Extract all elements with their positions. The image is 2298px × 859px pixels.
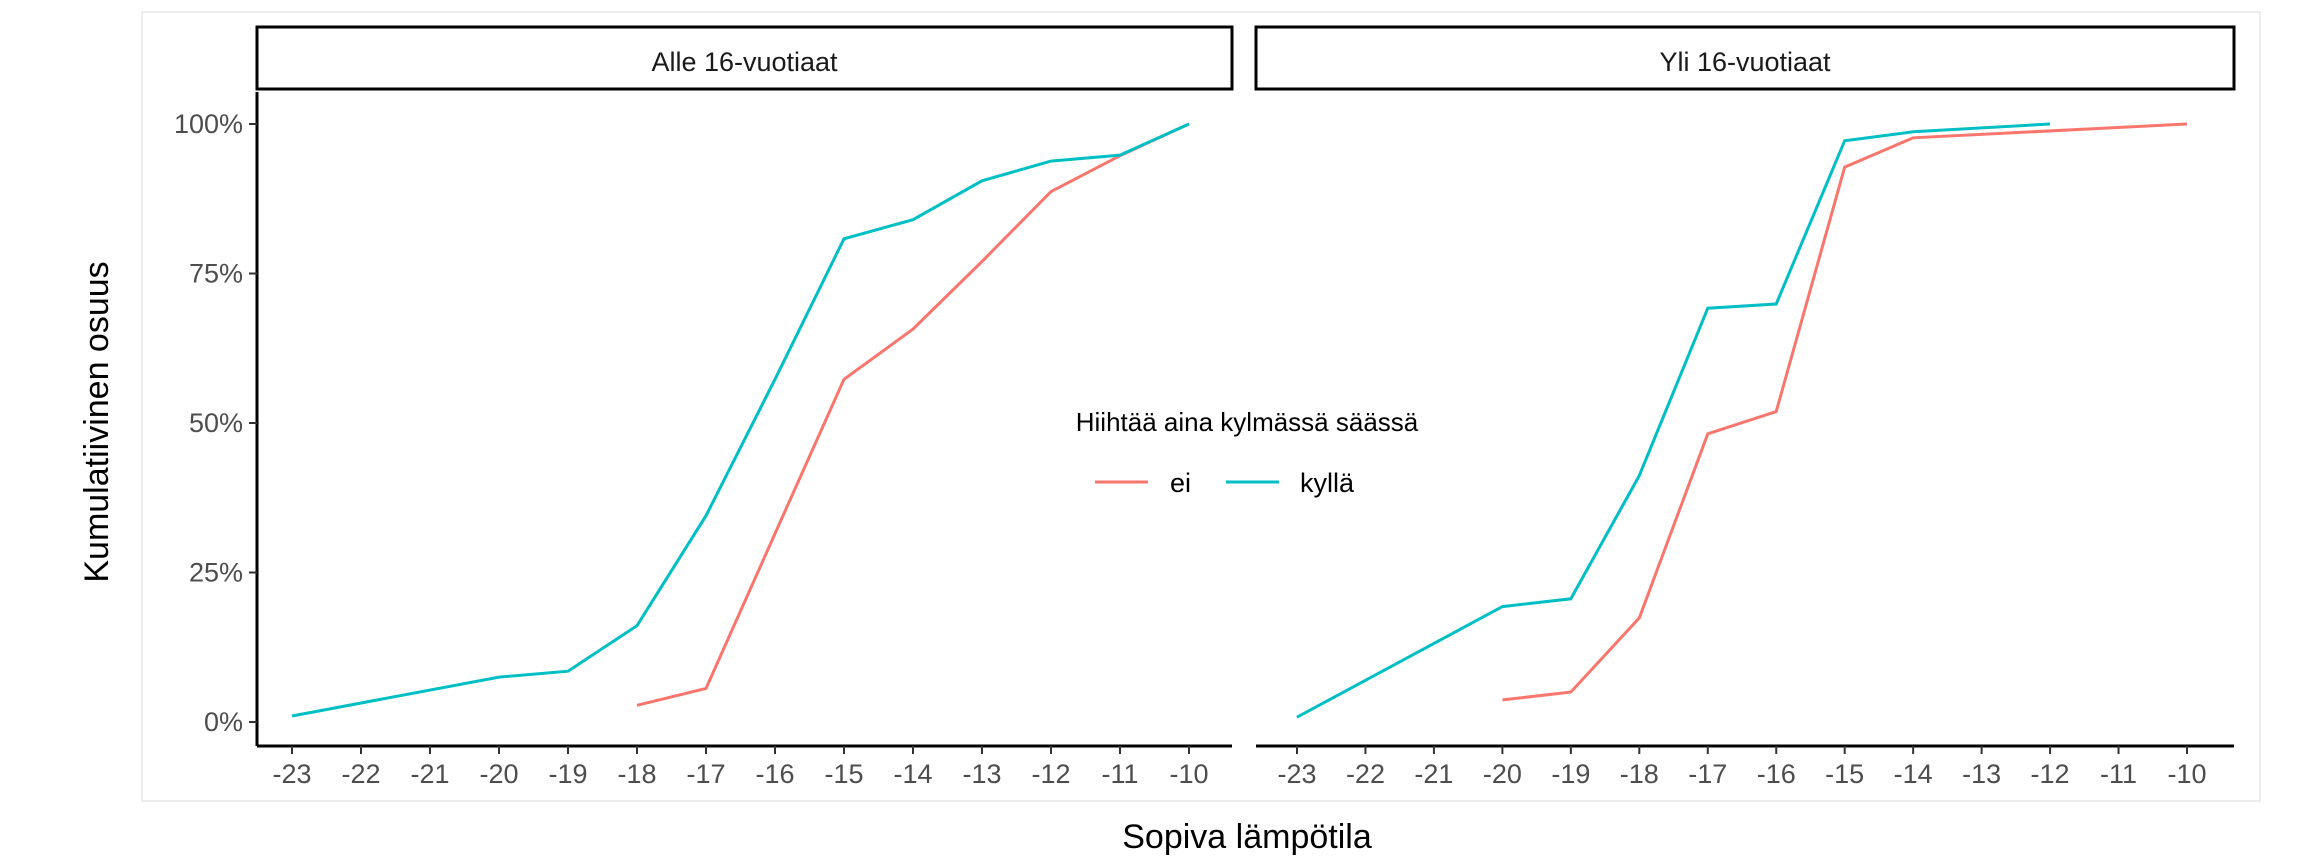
legend-title: Hiihtää aina kylmässä säässä [1076,407,1419,437]
series-line-ei [636,122,1190,707]
x-tick-label: -17 [686,759,725,789]
x-tick-label: -16 [1757,759,1796,789]
x-tick-label: -20 [479,759,518,789]
x-tick-label: -19 [1551,759,1590,789]
x-tick-label: -14 [1894,759,1933,789]
panel-2: Yli 16-vuotiaat-23 -22 -21 -20 -19 -18 -17 -16-… [1254,25,2236,789]
x-tick-label: -19 [548,759,587,789]
x-tick-label: -13 [962,759,1001,789]
x-tick-label: -11 [2100,759,2137,789]
panel-1: Alle 16-vuotiaat 0% 25% 50% 75% 100% -23 -22 -21… [174,25,1234,789]
series-line-kylla [1296,122,2051,719]
x-tick-label: -18 [1620,759,1659,789]
y-tick-label: 50% [189,408,243,438]
x-tick-label: -15 [1825,759,1864,789]
x-tick-label: -16 [755,759,794,789]
x-tick-label: -11 [1101,759,1138,789]
legend-label-ei: ei [1170,468,1191,498]
y-tick-label: 75% [189,259,243,289]
y-tick-label: 25% [189,558,243,588]
x-tick-label: -12 [1031,759,1070,789]
strip-title: Yli 16-vuotiaat [1659,47,1831,77]
x-tick-label: -12 [2031,759,2070,789]
y-tick-label: 0% [204,707,243,737]
x-tick-label: -14 [893,759,932,789]
x-tick-label: -15 [824,759,863,789]
x-tick-label: -21 [1414,759,1453,789]
x-tick-label: -10 [1169,759,1208,789]
legend: Hiihtää aina kylmässä säässä ei kyllä [1076,407,1419,498]
legend-label-kylla: kyllä [1300,468,1355,498]
strip [1254,25,2236,91]
x-tick-label: -18 [617,759,656,789]
x-tick-label: -23 [272,759,311,789]
x-tick-label: -17 [1688,759,1727,789]
strip-title: Alle 16-vuotiaat [651,47,838,77]
y-axis-title: Kumulatiivinen osuus [78,261,116,582]
x-tick-label: -23 [1277,759,1316,789]
y-tick-label: 100% [174,109,243,139]
series-line-kylla [291,122,1190,718]
x-tick-label: -21 [410,759,449,789]
series-line-ei [1502,122,2188,702]
plot-border [141,11,2261,802]
x-axis-title: Sopiva lämpötila [1122,818,1372,856]
x-tick-label: -13 [1962,759,2001,789]
x-tick-label: -22 [1346,759,1385,789]
x-tick-label: -10 [2167,759,2206,789]
x-tick-label: -22 [341,759,380,789]
strip [255,25,1234,91]
x-tick-label: -20 [1483,759,1522,789]
